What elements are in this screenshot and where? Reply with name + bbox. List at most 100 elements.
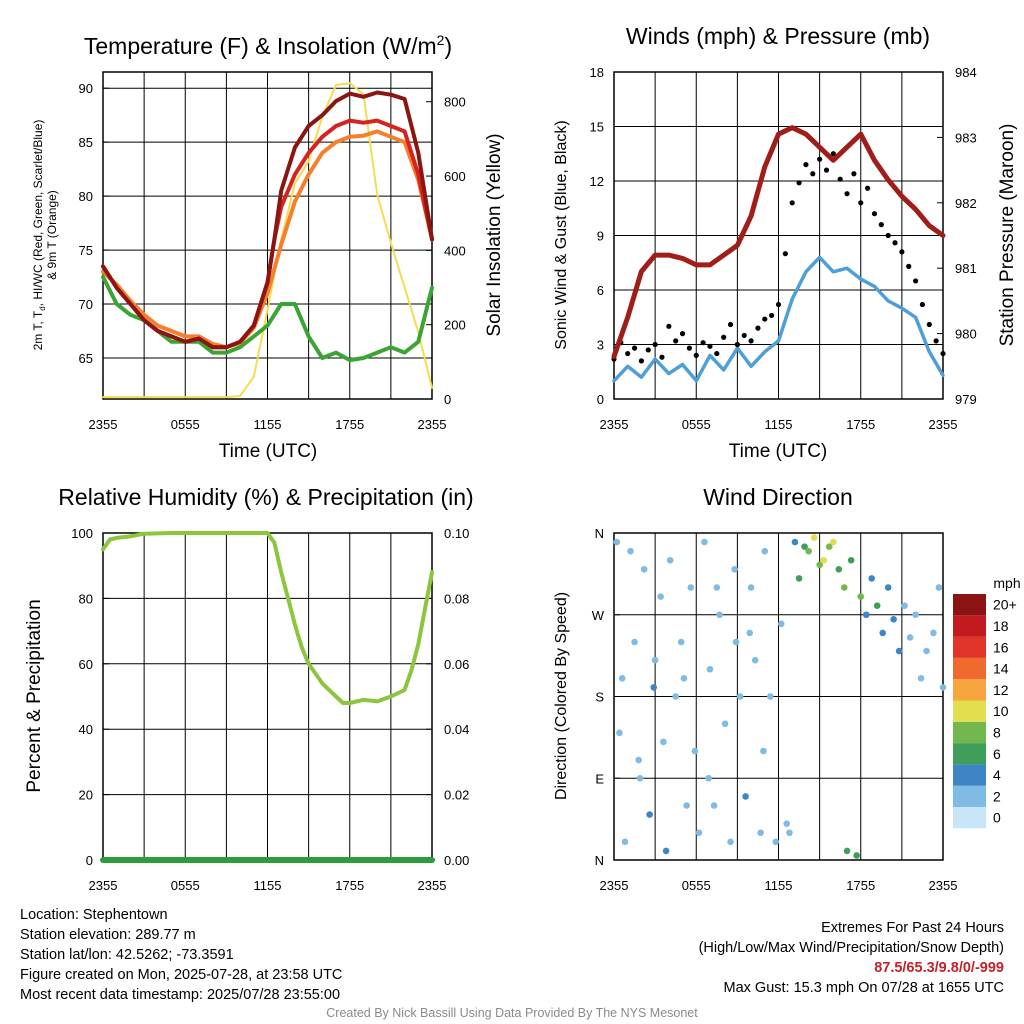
- gust-point: [700, 340, 706, 346]
- gust-point: [659, 354, 665, 360]
- winddir-point: [710, 802, 718, 809]
- winddir-point: [912, 611, 919, 619]
- gust-point: [748, 338, 754, 344]
- temp-chart-title: Temperature (F) & Insolation (W/m2): [84, 32, 452, 59]
- winddir-point: [695, 829, 703, 837]
- legend-swatch: [953, 785, 986, 807]
- gust-point: [837, 176, 843, 182]
- rh-x-tick-label: 1755: [335, 878, 364, 893]
- rh-y-tick-label: 20: [79, 788, 93, 803]
- extremes-panel: Extremes For Past 24 Hours (High/Low/Max…: [699, 918, 1004, 998]
- wind-x-axis-label: Time (UTC): [729, 441, 828, 462]
- legend-title: mph: [993, 575, 1020, 591]
- winddir-point: [731, 566, 738, 573]
- wind-y-axis-label: Sonic Wind & Gust (Blue, Black): [553, 120, 570, 349]
- gust-point: [666, 323, 672, 329]
- winddir-point: [666, 556, 674, 564]
- gust-point: [631, 345, 638, 351]
- gust-point: [721, 334, 727, 340]
- rh-y2-tick-label: 0.02: [444, 788, 469, 803]
- gust-point: [645, 347, 651, 353]
- rh-x-tick-label: 2355: [89, 878, 118, 893]
- winddir-y-tick-label: N: [595, 853, 604, 868]
- winddir-point: [783, 820, 791, 827]
- winddir-point: [841, 584, 848, 591]
- temp-y-tick-label: 70: [79, 297, 93, 312]
- winddir-point: [627, 547, 634, 555]
- winddir-point: [683, 802, 690, 809]
- wind-y-tick-label: 3: [597, 338, 604, 353]
- series-t9m: [101, 129, 434, 350]
- gust-point: [919, 301, 926, 308]
- temp-x-tick-label: 1755: [335, 417, 364, 432]
- gust-point: [817, 156, 823, 162]
- winddir-point: [853, 852, 860, 859]
- temp-y-tick-label: 75: [79, 243, 93, 258]
- temp-y2-tick-label: 200: [444, 318, 466, 333]
- gust-point: [823, 167, 830, 173]
- legend-swatch: [953, 764, 986, 786]
- winddir-point: [805, 547, 812, 555]
- winddir-point: [890, 615, 897, 623]
- winddir-point: [660, 738, 667, 746]
- winddir-point: [746, 629, 754, 637]
- legend-label: 16: [993, 639, 1009, 655]
- winddir-panel: 2355 0555 1155 1755 2355 N E S W N Wind Direction D…: [553, 484, 1021, 893]
- max-gust-text: Max Gust: 15.3 mph On 07/28 at 1655 UTC: [723, 980, 1004, 996]
- credit-text: Created By Nick Bassill Using Data Provi…: [326, 1006, 698, 1020]
- winddir-point: [672, 693, 679, 700]
- station-info: Location: Stephentown Station elevation:…: [20, 905, 342, 1005]
- wind-y2-axis-label: Station Pressure (Maroon): [997, 124, 1018, 347]
- winddir-point: [786, 829, 793, 837]
- winddir-point: [777, 620, 785, 628]
- wind-y-tick-label: 18: [590, 65, 604, 80]
- legend-swatch: [953, 743, 986, 765]
- winddir-point: [751, 656, 759, 664]
- winddir-x-tick-label: 2355: [929, 878, 958, 893]
- gust-point: [707, 343, 713, 349]
- winddir-point: [801, 543, 808, 550]
- winddir-y-tick-label: E: [595, 771, 604, 786]
- winddir-point: [760, 747, 767, 755]
- winddir-point: [820, 556, 828, 564]
- wind-x-tick-label: 2355: [929, 417, 958, 432]
- temp-y2-tick-label: 800: [444, 95, 466, 110]
- gust-point: [940, 350, 946, 357]
- gust-point: [673, 338, 679, 344]
- winddir-point: [727, 838, 734, 846]
- temp-y2-tick-label: 0: [444, 392, 451, 407]
- winddir-point: [923, 647, 930, 655]
- temp-x-tick-label: 2355: [89, 417, 118, 432]
- legend-swatch: [953, 657, 986, 680]
- recent-data-text: Most recent data timestamp: 2025/07/28 2…: [20, 987, 341, 1003]
- winddir-point: [761, 547, 769, 555]
- winddir-point: [747, 584, 755, 591]
- winddir-y-axis-label: Direction (Colored By Speed): [553, 592, 570, 800]
- winddir-point: [742, 793, 749, 800]
- gust-point: [933, 338, 939, 344]
- rh-y2-tick-label: 0.00: [444, 853, 469, 868]
- gust-point: [796, 180, 802, 186]
- gust-point: [679, 331, 686, 337]
- wind-x-tick-label: 2355: [600, 417, 629, 432]
- legend-swatch: [953, 594, 986, 616]
- gust-point: [899, 249, 905, 255]
- gust-point: [810, 171, 816, 177]
- rh-y-tick-label: 60: [79, 657, 93, 672]
- wind-y-tick-label: 0: [597, 392, 604, 407]
- temp-panel: 2355 0555 1155 1755 2355 65 70 75 80 85 90 0 200 400 6…: [31, 32, 505, 462]
- rh-x-tick-label: 1155: [254, 878, 282, 893]
- wind-y2-tick-label: 984: [955, 65, 977, 80]
- winddir-point: [662, 847, 670, 855]
- rh-y-tick-label: 0: [86, 853, 93, 868]
- gust-point: [844, 191, 850, 197]
- gust-point: [858, 200, 864, 206]
- winddir-x-tick-label: 2355: [600, 878, 629, 893]
- winddir-point: [736, 693, 744, 700]
- gust-point: [734, 341, 740, 348]
- temp-x-tick-label: 1155: [254, 417, 282, 432]
- winddir-point: [680, 675, 688, 682]
- winddir-point: [935, 584, 943, 591]
- temp-y2-tick-label: 400: [444, 243, 466, 258]
- winddir-point: [657, 593, 664, 600]
